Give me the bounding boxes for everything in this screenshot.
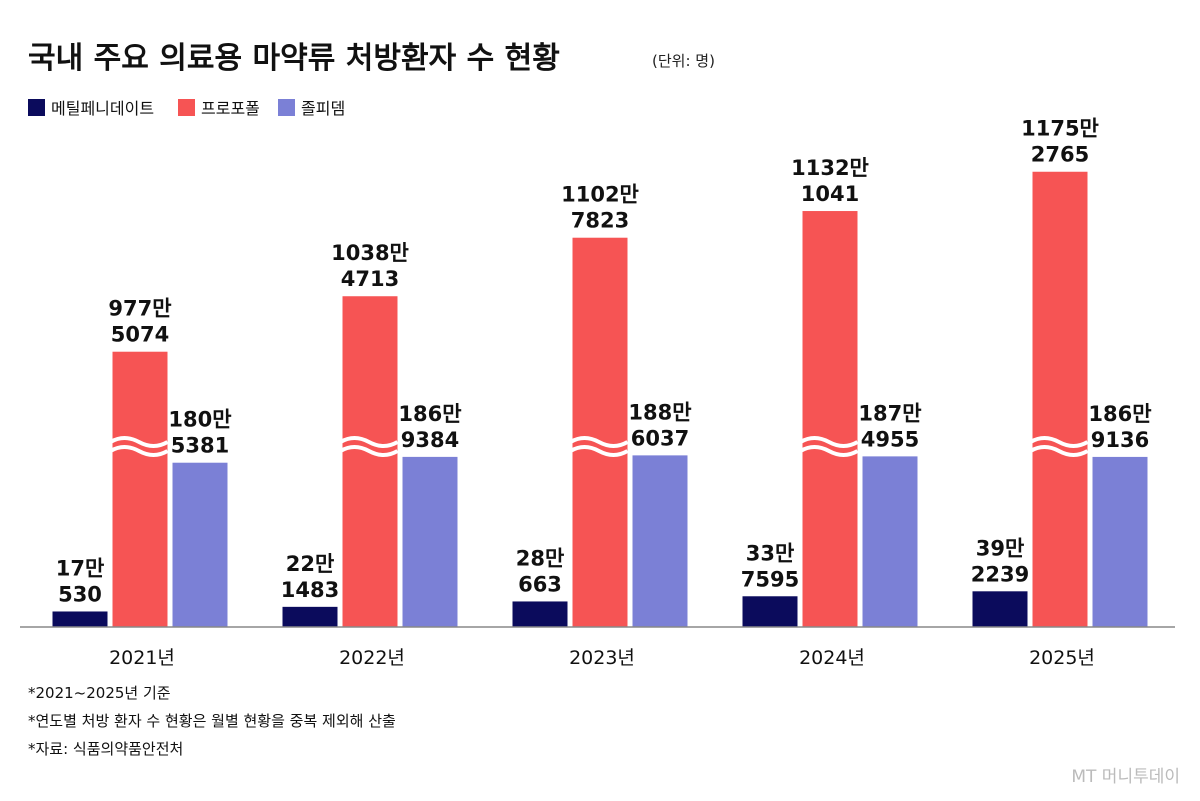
axis-break [109,436,169,457]
data-label: 1132만 1041 [791,156,869,206]
axis-break [569,436,629,457]
data-label: 39만 2239 [971,536,1029,586]
legend-label: 졸피뎀 [301,99,345,118]
bar [1092,456,1148,627]
legend: 메틸페니데이트 프로포폴 졸피뎀 [28,99,345,118]
data-label: 180만 5381 [168,408,231,458]
x-tick-label: 2025년 [1029,647,1095,669]
watermark: MT 머니투데이 [1071,767,1180,787]
bar [742,596,798,627]
data-label: 977만 5074 [108,297,171,347]
footnote: *자료: 식품의약품안전처 [28,740,183,758]
legend-swatch [278,99,295,116]
axis-break [1029,436,1089,457]
data-label: 186만 9136 [1088,402,1151,452]
footnote: *연도별 처방 환자 수 현황은 월별 현황을 중복 제외해 산출 [28,712,396,730]
bar [342,296,398,627]
data-label: 22만 1483 [281,552,339,602]
x-tick-label: 2024년 [799,647,865,669]
bar [572,237,628,627]
bar [172,462,228,627]
axis-break [339,436,399,457]
x-tick-label: 2022년 [339,647,405,669]
bar [1032,171,1088,627]
footnote: *2021~2025년 기준 [28,684,171,702]
bar [632,455,688,627]
data-label: 17만 530 [56,556,105,606]
data-label: 28만 663 [516,546,565,596]
x-tick-label: 2021년 [109,647,175,669]
bar [802,211,858,627]
data-label: 1038만 4713 [331,241,409,291]
unit-label: (단위: 명) [652,52,715,70]
bar [512,601,568,627]
legend-swatch [178,99,195,116]
data-label: 33만 7595 [741,541,799,591]
x-tick-label: 2023년 [569,647,635,669]
bar [862,456,918,627]
bar [972,591,1028,627]
data-label: 1175만 2765 [1021,117,1099,167]
data-label: 188만 6037 [628,400,691,450]
chart-title: 국내 주요 의료용 마약류 처방환자 수 현황 [28,41,560,76]
bar [52,611,108,627]
legend-label: 프로포폴 [201,99,260,118]
legend-swatch [28,99,45,116]
plot-area: 2021년 17만 530 977만 5074 180만 5381 2022년 22만 1483 1… [52,117,1152,669]
axis-break [799,436,859,457]
bar [282,606,338,627]
bar [402,456,458,627]
data-label: 186만 9384 [398,402,461,452]
legend-label: 메틸페니데이트 [51,99,154,118]
data-label: 187만 4955 [858,401,921,451]
bar [112,351,168,627]
data-label: 1102만 7823 [561,183,639,233]
